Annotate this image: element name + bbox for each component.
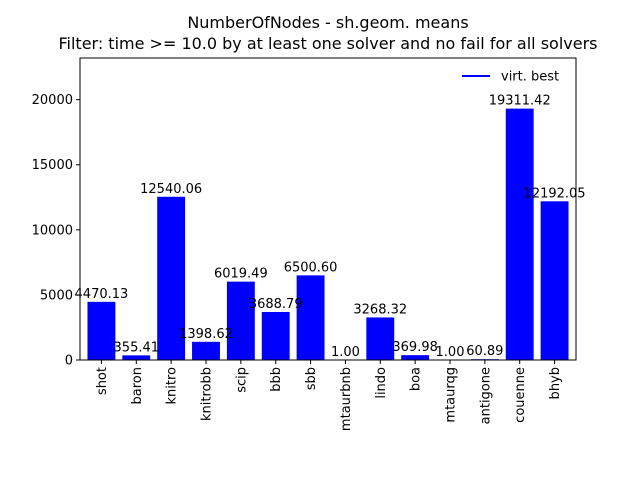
x-tick-label: mtaurqg — [444, 367, 459, 423]
bar-baron — [122, 355, 151, 360]
bar-value-label: 6500.60 — [284, 260, 338, 275]
x-tick-label: boa — [409, 367, 424, 391]
chart-title: NumberOfNodes - sh.geom. means — [187, 13, 468, 32]
x-tick-label: baron — [130, 367, 145, 404]
bar-value-label: 12192.05 — [524, 186, 586, 201]
x-tick-label: knitrobb — [200, 367, 215, 421]
bar-value-label: 6019.49 — [214, 267, 268, 282]
bar-value-label: 1.00 — [436, 345, 465, 360]
chart-subtitle: Filter: time >= 10.0 by at least one sol… — [58, 34, 597, 53]
bar-labels-group: 4470.13 355.41 12540.06 1398.62 6019.49 3688.… — [75, 94, 586, 360]
x-tick-label: scip — [234, 367, 249, 393]
bar-value-label: 19311.42 — [489, 94, 551, 109]
x-tick-label: mtaurbnb — [339, 367, 354, 431]
y-tick-label: 20000 — [32, 93, 73, 108]
x-tick-label: bhyb — [548, 367, 563, 399]
bar-scip — [226, 281, 255, 360]
bar-bbb — [261, 311, 290, 360]
x-tick-label: lindo — [374, 367, 389, 399]
legend-label: virt. best — [501, 70, 559, 85]
bar-value-label: 1.00 — [331, 345, 360, 360]
bar-value-label: 12540.06 — [140, 182, 202, 197]
x-tick-label: couenne — [513, 367, 528, 423]
y-tick-label: 0 — [65, 354, 73, 369]
bar-value-label: 369.98 — [392, 340, 438, 355]
bar-value-label: 60.89 — [466, 344, 503, 359]
x-axis: shot baron knitro knitrobb scip bbb sbb mtaurbn… — [95, 360, 563, 431]
bar-knitro — [157, 196, 186, 360]
x-tick-label: bbb — [269, 367, 284, 392]
bar-couenne — [505, 108, 534, 360]
x-tick-label: shot — [95, 367, 110, 395]
bars-group — [87, 108, 569, 360]
legend: virt. best — [462, 70, 559, 85]
y-tick-label: 5000 — [40, 288, 73, 303]
bar-value-label: 1398.62 — [179, 327, 233, 342]
bar-knitrobb — [192, 341, 220, 360]
x-tick-label: knitro — [165, 367, 180, 405]
x-tick-label: antigone — [478, 367, 493, 424]
y-axis: 0 5000 10000 15000 20000 — [32, 93, 80, 369]
y-tick-label: 10000 — [32, 223, 73, 238]
plot-frame — [79, 57, 577, 361]
bar-value-label: 3688.79 — [249, 297, 303, 312]
bar-boa — [401, 355, 430, 360]
bar-shot — [87, 301, 116, 360]
y-tick-label: 15000 — [32, 158, 73, 173]
bar-value-label: 3268.32 — [353, 302, 407, 317]
bar-sbb — [296, 275, 325, 360]
bar-lindo — [366, 317, 395, 360]
x-tick-label: sbb — [304, 367, 319, 390]
bar-value-label: 4470.13 — [75, 287, 129, 302]
bar-value-label: 355.41 — [114, 340, 160, 355]
bar-bhyb — [540, 201, 569, 360]
